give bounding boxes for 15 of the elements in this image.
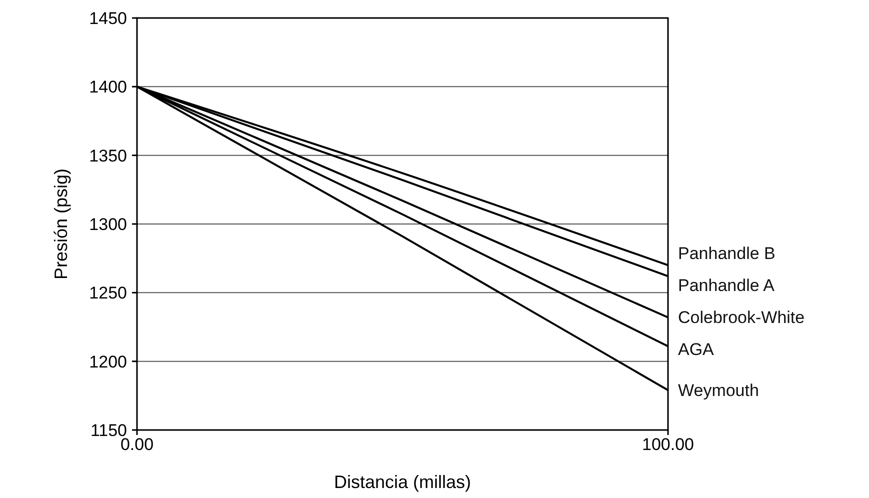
x-tick-label: 0.00 [120, 435, 154, 454]
y-tick-label: 1250 [89, 284, 127, 303]
series-label: AGA [678, 340, 715, 360]
y-tick-label: 1200 [89, 352, 127, 372]
series-label: Colebrook-White [678, 308, 805, 328]
x-tick-label: 100.00 [642, 435, 694, 454]
y-tick-label: 1300 [89, 214, 127, 234]
series-label: Panhandle A [678, 276, 776, 296]
y-tick-label: 1450 [89, 8, 127, 28]
series-label: Panhandle B [678, 244, 776, 264]
y-axis-title: Presión (psig) [51, 168, 71, 280]
y-tick-label: 1350 [89, 146, 127, 166]
series-label: Weymouth [678, 381, 759, 400]
y-tick-label: 1400 [89, 78, 127, 97]
x-axis-title: Distancia (millas) [334, 472, 472, 492]
